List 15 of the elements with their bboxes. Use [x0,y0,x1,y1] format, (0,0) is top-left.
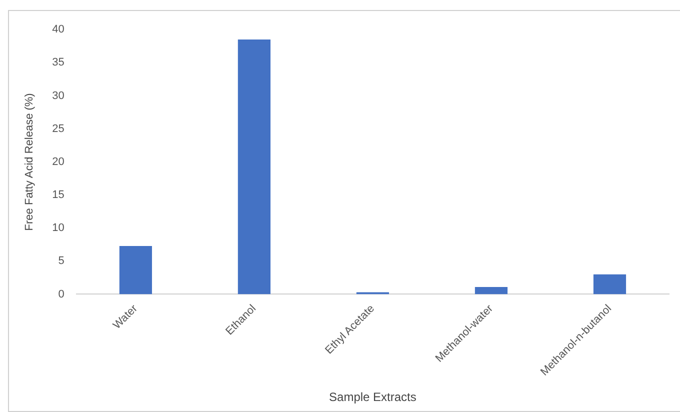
y-axis-title: Free Fatty Acid Release (%) [24,93,36,231]
y-tick-label: 15 [52,189,64,202]
bar [238,40,270,294]
y-tick-label: 30 [52,90,64,102]
bar [119,246,152,294]
bar [474,286,508,294]
y-tick-label: 0 [58,288,64,300]
y-tick-label: 20 [52,156,64,168]
y-tick-label: 40 [52,24,64,36]
x-axis-title: Sample Extracts [329,390,416,404]
y-tick-label: 5 [58,255,64,268]
y-tick-label: 25 [52,122,64,135]
y-tick-label: 35 [52,56,64,69]
bar [593,274,626,294]
y-tick-label: 10 [52,222,64,234]
